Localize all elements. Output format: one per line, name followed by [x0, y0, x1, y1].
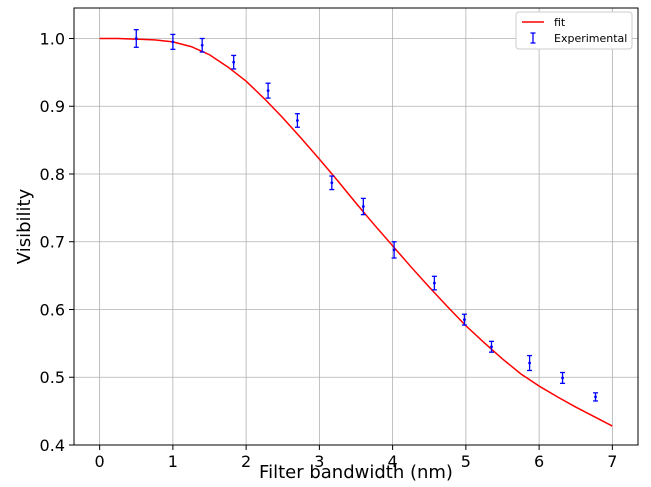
y-tick-label: 0.4	[40, 436, 65, 455]
data-marker	[171, 40, 175, 44]
data-marker	[232, 60, 236, 64]
experimental-point	[133, 29, 139, 48]
experimental-point	[431, 275, 437, 291]
data-marker	[490, 345, 493, 349]
x-tick-label: 2	[241, 452, 251, 471]
legend: fit Experimental	[515, 11, 633, 50]
experimental-point	[461, 313, 467, 326]
y-tick-label: 1.0	[40, 29, 65, 48]
x-axis-label: Filter bandwidth (nm)	[259, 462, 453, 483]
legend-experimental-label: Experimental	[554, 32, 627, 45]
experimental-point	[527, 354, 533, 372]
experimental-point	[170, 33, 176, 50]
data-marker	[561, 376, 564, 380]
experimental-point	[391, 241, 397, 259]
axis-ticks: 0 1 2 3 4 5 6 7 0.4 0.5 0.6 0.7 0.8 0.9 1.0	[40, 29, 618, 471]
data-marker	[432, 281, 436, 285]
x-tick-label: 0	[95, 452, 105, 471]
fit-curve	[99, 37, 613, 427]
data-marker	[463, 318, 466, 322]
y-tick-label: 0.7	[40, 233, 65, 252]
plot-area	[99, 29, 613, 427]
data-marker	[528, 361, 531, 365]
x-tick-label: 5	[461, 452, 471, 471]
experimental-point	[265, 82, 271, 99]
experimental-point	[489, 340, 495, 353]
experimental-point	[199, 37, 205, 53]
y-tick-label: 0.6	[40, 300, 65, 319]
legend-box	[515, 11, 633, 50]
data-marker	[266, 89, 270, 93]
axes-frame	[73, 7, 639, 446]
grid	[74, 8, 638, 446]
experimental-point	[560, 371, 566, 384]
y-axis-label: Visibility	[14, 188, 35, 264]
y-tick-label: 0.9	[40, 97, 65, 116]
x-tick-label: 3	[314, 452, 324, 471]
x-tick-label: 4	[388, 452, 398, 471]
legend-experimental-swatch	[530, 32, 536, 44]
x-tick-label: 1	[168, 452, 178, 471]
data-marker	[330, 181, 334, 185]
data-marker	[200, 43, 204, 47]
experimental-point	[593, 392, 599, 402]
y-tick-label: 0.8	[40, 165, 65, 184]
experimental-point	[294, 113, 300, 128]
data-marker	[134, 37, 138, 40]
y-tick-label: 0.5	[40, 368, 65, 387]
x-tick-label: 7	[607, 452, 617, 471]
legend-fit-label: fit	[554, 16, 566, 29]
data-marker	[296, 119, 299, 122]
x-tick-label: 6	[534, 452, 544, 471]
data-marker	[392, 248, 396, 252]
data-marker	[361, 205, 365, 208]
experimental-point	[231, 54, 237, 70]
experimental-point	[329, 175, 335, 191]
experimental-point	[360, 197, 366, 216]
data-marker	[594, 395, 597, 399]
